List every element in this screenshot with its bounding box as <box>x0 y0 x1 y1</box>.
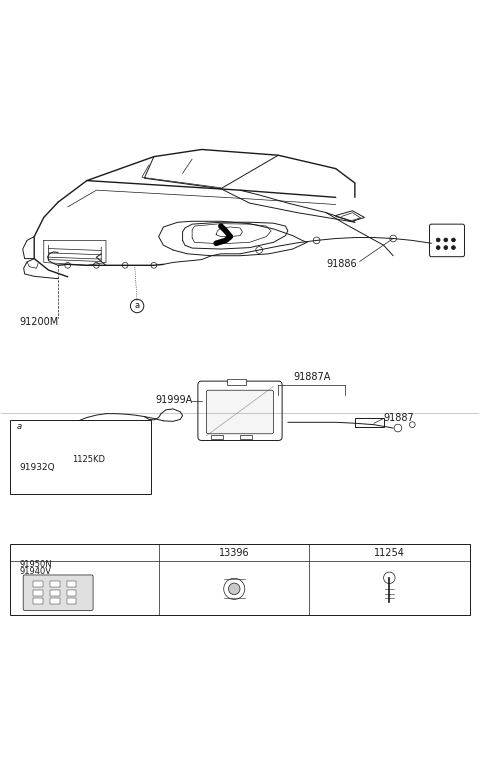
Text: 1125KD: 1125KD <box>72 455 106 464</box>
Circle shape <box>452 246 456 250</box>
Bar <box>355 419 384 427</box>
Text: 91200M: 91200M <box>20 316 59 326</box>
Text: 91950N: 91950N <box>20 560 52 569</box>
FancyBboxPatch shape <box>430 224 465 257</box>
Bar <box>10 545 470 614</box>
Circle shape <box>436 246 440 250</box>
Text: 91932Q: 91932Q <box>19 463 55 472</box>
Bar <box>50 598 60 604</box>
Bar <box>67 581 76 587</box>
Text: 11254: 11254 <box>374 548 405 558</box>
Text: 91886: 91886 <box>326 260 357 270</box>
Circle shape <box>444 238 448 242</box>
Text: 91887: 91887 <box>384 412 414 422</box>
Circle shape <box>452 238 456 242</box>
Bar <box>227 379 246 385</box>
Circle shape <box>444 246 448 250</box>
Text: a: a <box>134 302 140 310</box>
Circle shape <box>436 238 440 242</box>
Text: a: a <box>16 422 22 431</box>
Bar <box>10 420 152 494</box>
FancyBboxPatch shape <box>206 390 274 434</box>
Bar <box>33 581 43 587</box>
Bar <box>50 581 60 587</box>
Bar <box>33 590 43 595</box>
Text: 91999A: 91999A <box>155 395 192 405</box>
Bar <box>33 598 43 604</box>
Bar <box>67 590 76 595</box>
Bar <box>50 590 60 595</box>
Text: 91940V: 91940V <box>20 567 52 576</box>
FancyBboxPatch shape <box>23 575 93 611</box>
Bar <box>240 435 252 439</box>
Text: 91887A: 91887A <box>293 372 330 382</box>
Bar <box>67 598 76 604</box>
Text: 13396: 13396 <box>219 548 249 558</box>
FancyBboxPatch shape <box>198 381 282 441</box>
Bar <box>211 435 223 439</box>
Circle shape <box>228 583 240 594</box>
